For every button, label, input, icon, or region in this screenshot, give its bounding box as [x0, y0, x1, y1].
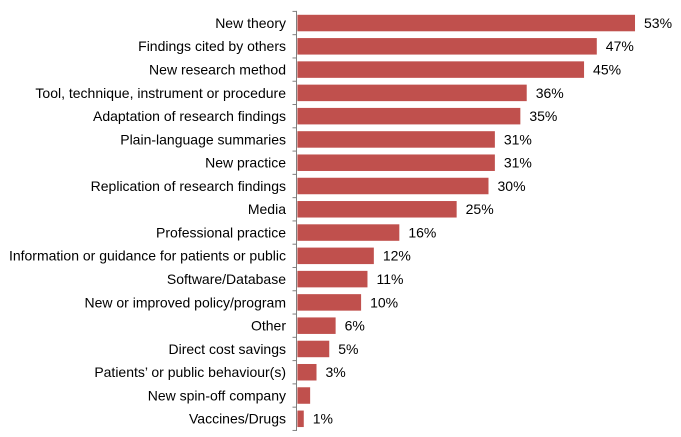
- svg-text:31%: 31%: [504, 131, 532, 147]
- svg-text:30%: 30%: [498, 178, 526, 194]
- svg-text:31%: 31%: [504, 155, 532, 171]
- svg-text:Tool, technique, instrument or: Tool, technique, instrument or procedure: [35, 85, 286, 101]
- svg-text:New spin-off company: New spin-off company: [148, 387, 286, 403]
- svg-text:11%: 11%: [376, 271, 403, 287]
- svg-text:10%: 10%: [370, 294, 398, 310]
- svg-text:Information or guidance for pa: Information or guidance for patients or …: [9, 248, 286, 264]
- svg-text:New or improved policy/program: New or improved policy/program: [84, 294, 286, 310]
- svg-text:New research method: New research method: [149, 62, 286, 78]
- svg-text:47%: 47%: [606, 38, 634, 54]
- svg-text:53%: 53%: [644, 15, 672, 31]
- svg-text:New theory: New theory: [215, 15, 286, 31]
- svg-text:6%: 6%: [345, 318, 365, 334]
- svg-text:Plain-language summaries: Plain-language summaries: [120, 131, 286, 147]
- svg-text:1%: 1%: [313, 411, 333, 427]
- svg-text:Other: Other: [251, 318, 286, 334]
- svg-text:New practice: New practice: [205, 155, 286, 171]
- svg-text:Direct cost savings: Direct cost savings: [169, 341, 286, 357]
- svg-text:16%: 16%: [408, 224, 436, 240]
- svg-text:Adaptation of research finding: Adaptation of research findings: [93, 108, 286, 124]
- svg-text:35%: 35%: [529, 108, 557, 124]
- svg-text:36%: 36%: [536, 85, 564, 101]
- svg-text:Replication of research findin: Replication of research findings: [91, 178, 286, 194]
- svg-text:Professional practice: Professional practice: [156, 224, 286, 240]
- svg-text:Media: Media: [248, 201, 286, 217]
- svg-text:Patients’ or public behaviour(: Patients’ or public behaviour(s): [94, 364, 286, 380]
- svg-text:5%: 5%: [338, 341, 358, 357]
- svg-text:25%: 25%: [466, 201, 494, 217]
- svg-text:12%: 12%: [383, 248, 411, 264]
- svg-text:Findings cited by others: Findings cited by others: [138, 38, 286, 54]
- svg-text:Software/Database: Software/Database: [167, 271, 286, 287]
- svg-text:3%: 3%: [326, 364, 346, 380]
- svg-text:Vaccines/Drugs: Vaccines/Drugs: [189, 411, 286, 427]
- svg-text:45%: 45%: [593, 62, 621, 78]
